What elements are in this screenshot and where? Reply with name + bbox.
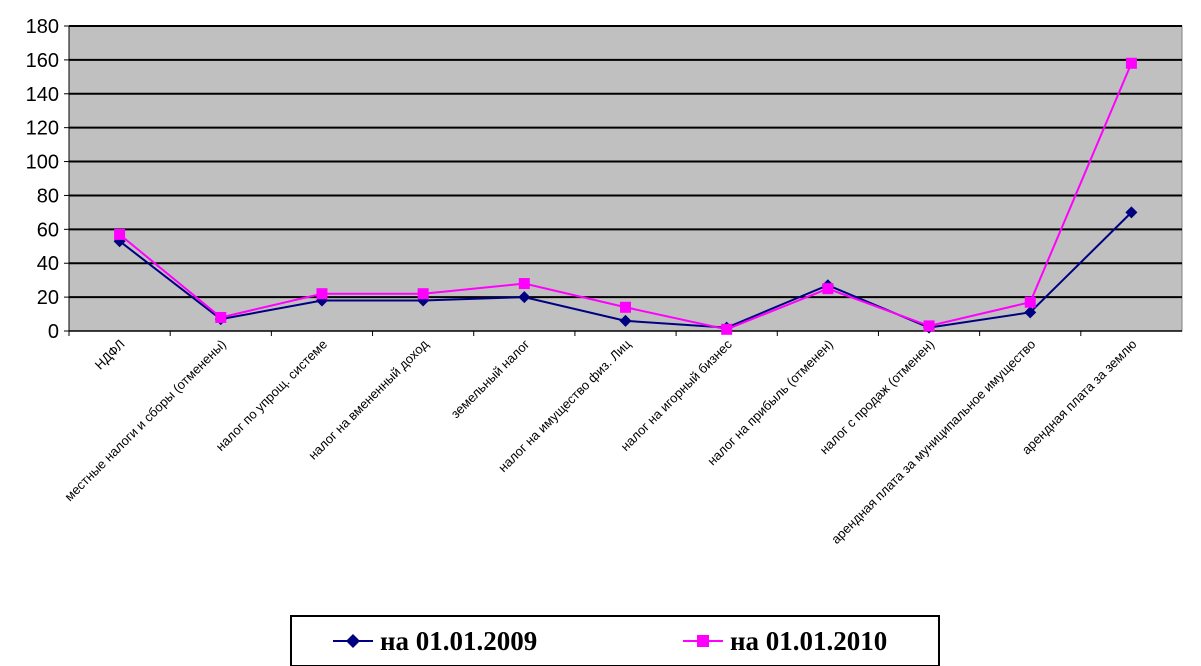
data-point xyxy=(1125,57,1137,69)
data-point xyxy=(114,228,126,240)
data-point xyxy=(721,323,733,335)
data-point xyxy=(822,283,834,295)
x-tick-label: налог с продаж (отменен) xyxy=(817,337,938,458)
legend-marker-2009 xyxy=(346,634,360,648)
plot-area xyxy=(68,25,1183,332)
x-tick-label: налог на вмененный доход xyxy=(305,336,431,462)
x-tick-label: налог по упрощ. системе xyxy=(213,337,330,454)
legend-label-2010: на 01.01.2010 xyxy=(730,626,887,656)
x-tick-label: арендная плата за землю xyxy=(1019,336,1140,457)
data-point xyxy=(620,301,631,313)
legend-label-2009: на 01.01.2009 xyxy=(380,626,537,656)
y-tick-label: 40 xyxy=(37,253,59,275)
x-tick-label: арендная плата за муниципальное имуществ… xyxy=(828,337,1038,547)
legend: на 01.01.2009 на 01.01.2010 xyxy=(290,615,940,666)
data-point xyxy=(215,311,227,323)
data-point xyxy=(1024,296,1036,308)
y-tick-label: 180 xyxy=(26,16,59,38)
data-point xyxy=(1024,306,1037,319)
legend-marker-2010 xyxy=(697,635,709,647)
data-point xyxy=(417,288,429,300)
x-tick-label: земельный налог xyxy=(448,336,533,421)
y-tick-label: 120 xyxy=(26,118,59,140)
data-point xyxy=(316,288,328,300)
x-tick-label: налог на игорный бизнес xyxy=(617,336,735,454)
y-tick-label: 20 xyxy=(37,287,59,309)
x-tick-label: местные налоги и сборы (отменены) xyxy=(61,337,228,504)
series-group xyxy=(113,57,1138,335)
gridlines xyxy=(64,25,1182,332)
y-axis-ticks: 0 20 40 60 80 100 120 140 160 180 xyxy=(26,16,59,343)
data-point xyxy=(1125,206,1138,219)
y-tick-label: 100 xyxy=(26,152,59,174)
legend-box xyxy=(290,615,940,666)
y-tick-label: 80 xyxy=(37,185,59,207)
y-tick-label: 140 xyxy=(26,84,59,106)
data-point xyxy=(518,278,530,290)
y-tick-label: 60 xyxy=(37,219,59,241)
data-point xyxy=(518,291,531,304)
data-point xyxy=(923,320,935,332)
y-tick-label: 160 xyxy=(26,50,59,72)
data-point xyxy=(619,314,632,327)
x-tick-label: НДФЛ xyxy=(92,337,128,373)
y-tick-label: 0 xyxy=(48,321,59,343)
